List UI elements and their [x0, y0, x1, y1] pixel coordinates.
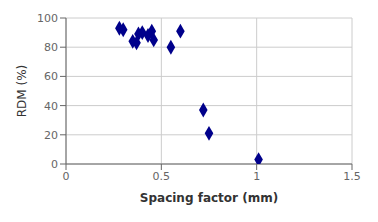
svg-text:60: 60 [44, 70, 58, 83]
svg-text:80: 80 [44, 41, 58, 54]
svg-text:100: 100 [37, 12, 58, 25]
svg-text:Spacing factor (mm): Spacing factor (mm) [140, 191, 278, 205]
svg-text:0: 0 [51, 158, 58, 171]
svg-text:0.5: 0.5 [153, 170, 171, 183]
svg-text:40: 40 [44, 100, 58, 113]
svg-text:RDM (%): RDM (%) [15, 65, 29, 118]
svg-text:1: 1 [253, 170, 260, 183]
svg-text:20: 20 [44, 129, 58, 142]
svg-text:1.5: 1.5 [343, 170, 361, 183]
svg-text:0: 0 [63, 170, 70, 183]
